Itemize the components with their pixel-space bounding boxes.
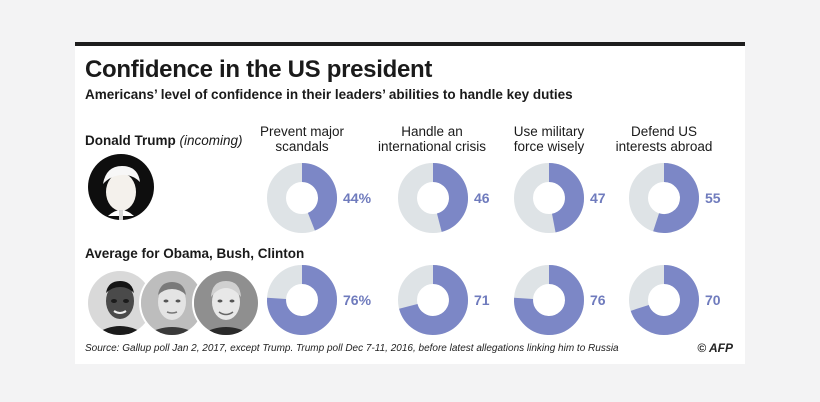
donut-segment-average-interests: [630, 265, 699, 335]
donut-value-label-average-crisis: 71: [474, 292, 490, 308]
column-header-interests: Defend US interests abroad: [599, 124, 729, 154]
infographic-card: Confidence in the US president Americans…: [75, 42, 745, 364]
portrait-trump: [86, 152, 156, 222]
column-header-interests-line1: Defend US: [630, 124, 698, 139]
donut-segment-trump-military: [548, 163, 584, 233]
donut-segment-trump-crisis: [432, 163, 468, 232]
portrait-clinton: [192, 269, 260, 337]
row-label-trump-name: Donald Trump: [85, 133, 176, 148]
column-header-crisis-line2: international crisis: [377, 139, 487, 154]
portrait-trump-image: [88, 154, 154, 220]
afp-credit: © AFP: [697, 341, 733, 355]
donut-value-label-average-military: 76: [590, 292, 606, 308]
donut-value-label-trump-interests: 55: [705, 190, 721, 206]
column-header-crisis: Handle an international crisis: [367, 124, 497, 154]
source-note: Source: Gallup poll Jan 2, 2017, except …: [85, 343, 619, 354]
chart-subtitle: Americans’ level of confidence in their …: [85, 87, 573, 102]
column-header-military-line2: force wisely: [513, 139, 585, 154]
column-header-scandals: Prevent major scandals: [237, 124, 367, 154]
donut-value-label-average-scandals: 76%: [343, 292, 372, 308]
column-header-scandals-line2: scandals: [275, 139, 329, 154]
donut-segment-average-military: [514, 265, 584, 335]
donut-segment-average-crisis: [399, 265, 468, 335]
portrait-bush-image: [141, 271, 203, 335]
column-header-military: Use military force wisely: [484, 124, 614, 154]
donut-value-label-trump-military: 47: [590, 190, 606, 206]
row-label-trump: Donald Trump (incoming): [85, 133, 243, 148]
donut-segment-trump-scandals: [301, 163, 337, 231]
column-header-crisis-line1: Handle an: [401, 124, 463, 139]
donut-value-label-average-interests: 70: [705, 292, 721, 308]
donut-segment-average-scandals: [267, 265, 337, 335]
donut-chart-grid: 44% 46 47 55 76% 71 76 70: [267, 163, 721, 335]
portrait-bush: [139, 269, 205, 337]
donut-value-label-trump-scandals: 44%: [343, 190, 372, 206]
column-header-scandals-line1: Prevent major: [259, 124, 345, 139]
column-header-military-line1: Use military: [513, 124, 585, 139]
chart-title: Confidence in the US president: [85, 56, 433, 83]
row-label-trump-qualifier: (incoming): [179, 133, 243, 148]
column-header-interests-line2: interests abroad: [615, 139, 713, 154]
donut-value-label-trump-crisis: 46: [474, 190, 490, 206]
donut-segment-trump-interests: [653, 163, 699, 233]
row-label-average: Average for Obama, Bush, Clinton: [85, 246, 305, 261]
